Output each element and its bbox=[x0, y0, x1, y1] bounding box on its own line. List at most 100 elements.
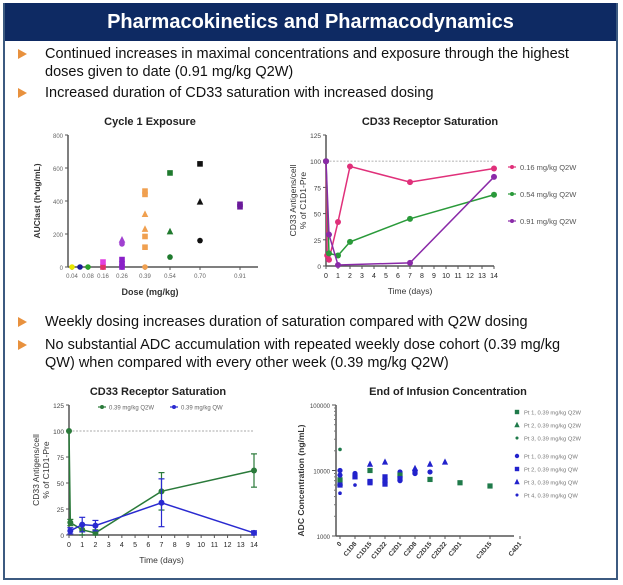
data-point bbox=[251, 467, 257, 474]
data-point bbox=[141, 210, 149, 217]
x-tick-label: C4D1 bbox=[507, 540, 523, 558]
x-tick-label: 4 bbox=[372, 273, 376, 280]
y-axis-label: CD33 Antigens/cell bbox=[31, 434, 41, 506]
x-tick-label: 13 bbox=[237, 542, 245, 549]
data-point bbox=[69, 264, 75, 270]
x-tick-label: 9 bbox=[186, 542, 190, 549]
data-point bbox=[100, 259, 106, 265]
x-tick-label: 7 bbox=[408, 273, 412, 280]
x-tick-label: 11 bbox=[454, 273, 461, 280]
series-line bbox=[69, 501, 255, 534]
bullet-2: Increased duration of CD33 saturation wi… bbox=[18, 84, 434, 102]
x-tick-label: 3 bbox=[360, 273, 364, 280]
slide-title: Pharmacokinetics and Pharmacodynamics bbox=[3, 3, 618, 41]
data-point bbox=[119, 256, 125, 263]
bullet-text-cont: QW) when compared with every other week … bbox=[45, 355, 449, 371]
data-point bbox=[426, 460, 434, 467]
bullet-text: Increased duration of CD33 saturation wi… bbox=[45, 85, 434, 101]
series-line bbox=[68, 430, 255, 534]
x-tick-label: 10 bbox=[442, 273, 450, 280]
slide-frame bbox=[3, 3, 618, 580]
x-tick-label: 7 bbox=[160, 542, 164, 549]
bullet-arrow-icon bbox=[18, 340, 27, 350]
legend-marker bbox=[514, 466, 520, 472]
legend-label: 0.54 mg/kg Q2W bbox=[520, 190, 577, 199]
x-tick-label: 0.91 bbox=[234, 274, 246, 280]
data-point bbox=[352, 474, 358, 480]
data-point bbox=[141, 225, 149, 232]
data-point bbox=[335, 252, 341, 259]
data-point bbox=[196, 198, 204, 205]
data-point bbox=[197, 237, 203, 244]
chart-title: Cycle 1 Exposure bbox=[104, 116, 196, 128]
eoi-concentration-chart: End of Infusion Concentration 1000 10000 10… bbox=[296, 386, 582, 561]
y-tick-label: 100 bbox=[53, 429, 64, 436]
data-point bbox=[397, 478, 403, 484]
legend-label: Pt 4, 0.39 mg/kg QW bbox=[524, 494, 578, 500]
y-tick-label: 800 bbox=[53, 134, 64, 140]
x-tick-label: 6 bbox=[146, 542, 150, 549]
y-tick-label: 100 bbox=[310, 159, 321, 166]
data-point bbox=[335, 218, 341, 225]
y-axis-label-2: % of C1D1-Pre bbox=[298, 172, 308, 229]
x-tick-label: 5 bbox=[384, 273, 388, 280]
data-point bbox=[142, 191, 148, 198]
x-tick-label: 1 bbox=[80, 542, 84, 549]
x-tick-label: 0.08 bbox=[82, 274, 94, 280]
data-point bbox=[251, 529, 257, 536]
data-point bbox=[326, 250, 332, 257]
x-tick-label: 14 bbox=[490, 273, 498, 280]
legend-label: Pt 2, 0.39 mg/kg Q2W bbox=[524, 424, 582, 430]
cycle1-exposure-chart: Cycle 1 Exposure 0 200 400 600 800 0.04 0.08 0.1… bbox=[32, 116, 258, 297]
series-line bbox=[325, 161, 495, 263]
data-point bbox=[142, 244, 148, 250]
x-tick-label: 0.70 bbox=[194, 274, 206, 280]
data-point bbox=[491, 173, 497, 180]
data-point bbox=[382, 481, 388, 487]
data-point bbox=[118, 235, 126, 243]
data-point bbox=[491, 191, 497, 198]
data-point bbox=[67, 519, 74, 526]
x-tick-label: 1 bbox=[336, 273, 340, 280]
legend-marker bbox=[514, 453, 520, 459]
data-point bbox=[337, 482, 343, 488]
data-point bbox=[347, 163, 353, 170]
x-tick-label: 0 bbox=[67, 542, 71, 549]
data-point bbox=[237, 201, 243, 208]
x-tick-label: 8 bbox=[420, 273, 424, 280]
data-point bbox=[142, 188, 148, 194]
legend-label: Pt 3, 0.39 mg/kg QW bbox=[524, 481, 578, 487]
x-axis-label: Time (days) bbox=[139, 555, 184, 565]
y-tick-label: 25 bbox=[314, 238, 322, 245]
data-point bbox=[367, 480, 373, 486]
data-point bbox=[487, 483, 493, 489]
x-tick-label: C2D1 bbox=[387, 540, 403, 558]
legend-label: 0.16 mg/kg Q2W bbox=[520, 163, 577, 172]
legend-marker bbox=[100, 405, 104, 409]
x-tick-label: 10 bbox=[197, 542, 205, 549]
x-tick-label: 0.16 bbox=[97, 274, 109, 280]
data-point bbox=[353, 483, 357, 487]
data-point bbox=[326, 256, 332, 263]
x-tick-label: 0.39 bbox=[139, 274, 151, 280]
y-tick-label: 25 bbox=[57, 507, 65, 514]
x-tick-label: 2 bbox=[348, 273, 352, 280]
legend-label: 0.39 mg/kg QW bbox=[181, 406, 223, 412]
x-tick-label: 2 bbox=[93, 542, 97, 549]
data-point bbox=[158, 499, 165, 506]
data-point bbox=[407, 215, 413, 222]
y-axis-label: AUClast (h*ug/mL) bbox=[32, 163, 42, 238]
legend-label: Pt 1, 0.39 mg/kg QW bbox=[524, 455, 578, 461]
x-axis-label: Dose (mg/kg) bbox=[121, 287, 178, 297]
x-tick-label: 0.26 bbox=[116, 274, 128, 280]
data-point bbox=[77, 264, 83, 270]
data-point bbox=[367, 467, 373, 474]
y-tick-label: 200 bbox=[53, 233, 64, 239]
chart-title: End of Infusion Concentration bbox=[369, 386, 527, 398]
series-line bbox=[325, 161, 495, 257]
data-point bbox=[166, 227, 174, 235]
x-tick-label: 9 bbox=[432, 273, 436, 280]
bullet-arrow-icon bbox=[18, 317, 27, 327]
x-tick-label: 0.54 bbox=[164, 274, 176, 280]
